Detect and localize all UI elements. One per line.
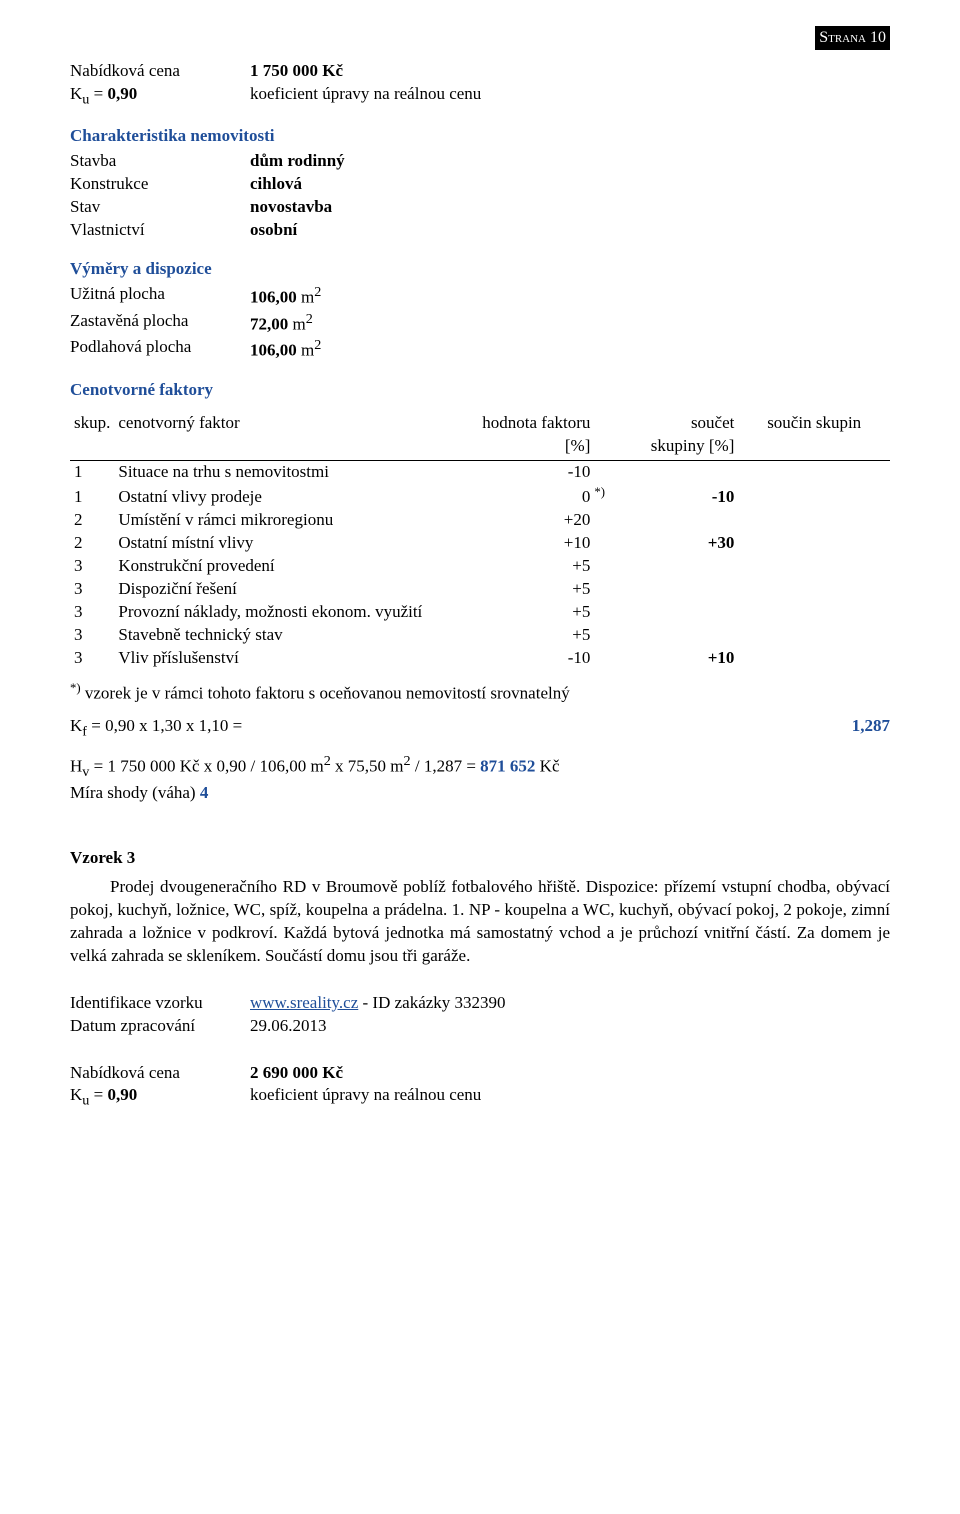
char-label: Stavba xyxy=(70,150,250,173)
th-hodnota-bot: [%] xyxy=(474,435,594,460)
dim-value: 72,00 m2 xyxy=(250,310,313,337)
dimensions-heading: Výměry a dispozice xyxy=(70,258,890,281)
page-number-badge: Strana 10 xyxy=(815,26,890,50)
dim-value: 106,00 m2 xyxy=(250,283,321,310)
ku-desc-2: koeficient úpravy na reálnou cenu xyxy=(250,1084,481,1111)
table-row: 2Umístění v rámci mikroregionu+20 xyxy=(70,509,890,532)
char-value: cihlová xyxy=(250,173,302,196)
th-soucet-top: součet xyxy=(618,412,738,435)
table-row: 3Vliv příslušenství-10+10 xyxy=(70,647,890,670)
char-value: osobní xyxy=(250,219,297,242)
table-row: 3Provozní náklady, možnosti ekonom. využ… xyxy=(70,601,890,624)
factors-heading: Cenotvorné faktory xyxy=(70,379,890,402)
th-skup: skup. xyxy=(70,412,114,435)
date-label: Datum zpracování xyxy=(70,1015,250,1038)
char-label: Stav xyxy=(70,196,250,219)
dimensions-block: Výměry a dispozice Užitná plocha106,00 m… xyxy=(70,258,890,363)
ku-label-2: Ku = 0,90 xyxy=(70,1084,250,1111)
characteristics-heading: Charakteristika nemovitosti xyxy=(70,125,890,148)
price-value-2: 2 690 000 Kč xyxy=(250,1062,343,1085)
dim-label: Zastavěná plocha xyxy=(70,310,250,337)
footnote: *) vzorek je v rámci tohoto faktoru s oc… xyxy=(70,680,890,706)
th-soucin: součin skupin xyxy=(738,412,890,435)
ident-link-tail: - ID zakázky 332390 xyxy=(358,993,505,1012)
ku-desc: koeficient úpravy na reálnou cenu xyxy=(250,83,481,110)
hv-row: Hv = 1 750 000 Kč x 0,90 / 106,00 m2 x 7… xyxy=(70,752,890,782)
ku-label: Ku = 0,90 xyxy=(70,83,250,110)
ident-label: Identifikace vzorku xyxy=(70,992,250,1015)
dim-value: 106,00 m2 xyxy=(250,336,321,363)
table-row: 2Ostatní místní vlivy+10+30 xyxy=(70,532,890,555)
price-label: Nabídková cena xyxy=(70,60,250,83)
vzorek3-paragraph: Prodej dvougeneračního RD v Broumově pob… xyxy=(70,876,890,968)
th-soucet-bot: skupiny [%] xyxy=(618,435,738,460)
dim-label: Podlahová plocha xyxy=(70,336,250,363)
dim-label: Užitná plocha xyxy=(70,283,250,310)
ident-link[interactable]: www.sreality.cz xyxy=(250,993,358,1012)
table-row: 3Konstrukční provedení+5 xyxy=(70,555,890,578)
table-row: 3Stavebně technický stav+5 xyxy=(70,624,890,647)
th-faktor: cenotvorný faktor xyxy=(114,412,474,435)
vzorek3-heading: Vzorek 3 xyxy=(70,847,890,870)
char-value: novostavba xyxy=(250,196,332,219)
kf-value: 1,287 xyxy=(852,715,890,742)
date-row: Datum zpracování 29.06.2013 xyxy=(70,1015,890,1038)
char-label: Vlastnictví xyxy=(70,219,250,242)
offer-block-1: Nabídková cena 1 750 000 Kč Ku = 0,90 ko… xyxy=(70,60,890,109)
price-value: 1 750 000 Kč xyxy=(250,60,343,83)
char-label: Konstrukce xyxy=(70,173,250,196)
kf-row: Kf = 0,90 x 1,30 x 1,10 = 1,287 xyxy=(70,715,890,742)
table-row: 3Dispoziční řešení+5 xyxy=(70,578,890,601)
price-label-2: Nabídková cena xyxy=(70,1062,250,1085)
table-row: 1Situace na trhu s nemovitostmi-10 xyxy=(70,460,890,483)
table-row: 1Ostatní vlivy prodeje0*)-10 xyxy=(70,484,890,510)
date-value: 29.06.2013 xyxy=(250,1015,327,1038)
factors-table: skup. cenotvorný faktor hodnota faktoru … xyxy=(70,412,890,670)
characteristics-block: Charakteristika nemovitosti Stavbadům ro… xyxy=(70,125,890,242)
th-hodnota-top: hodnota faktoru xyxy=(474,412,594,435)
ident-row: Identifikace vzorku www.sreality.cz - ID… xyxy=(70,992,890,1015)
mira-row: Míra shody (váha) 4 xyxy=(70,782,890,805)
char-value: dům rodinný xyxy=(250,150,345,173)
